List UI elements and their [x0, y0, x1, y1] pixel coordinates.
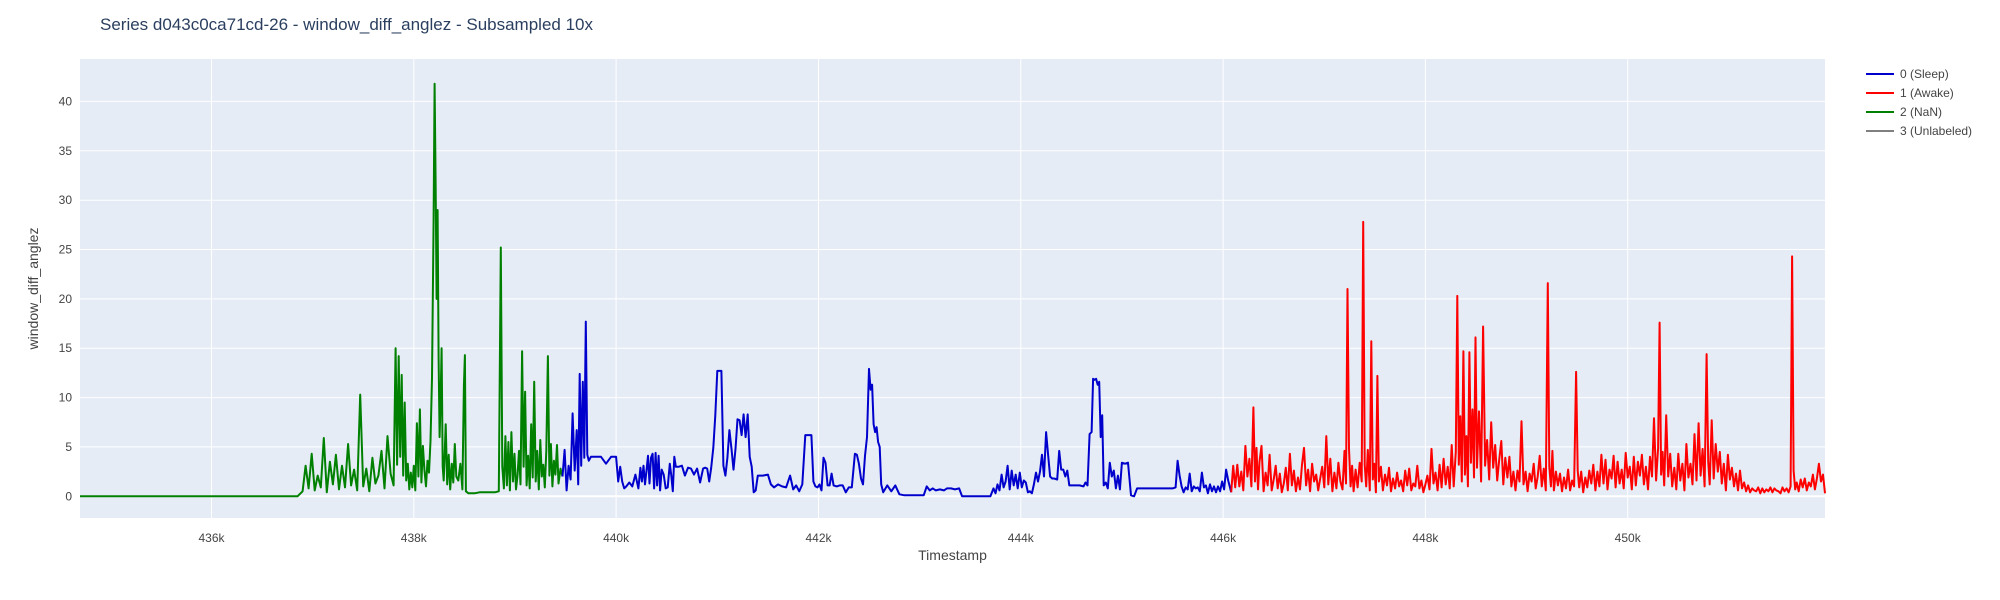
y-axis-label: window_diff_anglez	[25, 228, 41, 351]
x-tick-label: 444k	[1008, 531, 1035, 545]
legend-label: 3 (Unlabeled)	[1900, 124, 1972, 138]
axis-ticks: 436k 438k 440k 442k 444k 446k 448k 450k 0 5 10 15 20…	[59, 94, 1642, 545]
legend-label: 2 (NaN)	[1900, 105, 1942, 119]
x-tick-label: 448k	[1412, 531, 1439, 545]
x-tick-label: 438k	[401, 531, 428, 545]
chart-title: Series d043c0ca71cd-26 - window_diff_ang…	[100, 15, 593, 34]
grid-lines	[80, 59, 1825, 518]
x-axis-label: Timestamp	[918, 547, 987, 563]
series-line	[1230, 220, 1826, 495]
y-tick-label: 10	[59, 391, 73, 405]
x-tick-label: 446k	[1210, 531, 1237, 545]
y-tick-label: 15	[59, 341, 73, 355]
legend-label: 0 (Sleep)	[1900, 67, 1949, 81]
y-tick-label: 30	[59, 193, 73, 207]
x-tick-label: 436k	[198, 531, 225, 545]
legend-item[interactable]: 2 (NaN)	[1866, 105, 1942, 119]
x-tick-label: 442k	[805, 531, 832, 545]
y-tick-label: 40	[59, 94, 73, 108]
x-tick-label: 450k	[1615, 531, 1642, 545]
plot-area	[80, 59, 1825, 518]
y-tick-label: 25	[59, 243, 73, 257]
legend[interactable]: 0 (Sleep) 1 (Awake) 2 (NaN) 3 (Unlabeled)	[1866, 67, 1972, 138]
series-line	[80, 82, 564, 498]
series-lines	[80, 82, 1826, 498]
legend-label: 1 (Awake)	[1900, 86, 1954, 100]
series-line	[561, 320, 1233, 498]
x-tick-label: 440k	[603, 531, 630, 545]
legend-item[interactable]: 3 (Unlabeled)	[1866, 124, 1972, 138]
legend-item[interactable]: 1 (Awake)	[1866, 86, 1954, 100]
y-tick-label: 0	[65, 489, 72, 503]
y-tick-label: 35	[59, 144, 73, 158]
y-tick-label: 5	[65, 440, 72, 454]
y-tick-label: 20	[59, 292, 73, 306]
legend-item[interactable]: 0 (Sleep)	[1866, 67, 1949, 81]
